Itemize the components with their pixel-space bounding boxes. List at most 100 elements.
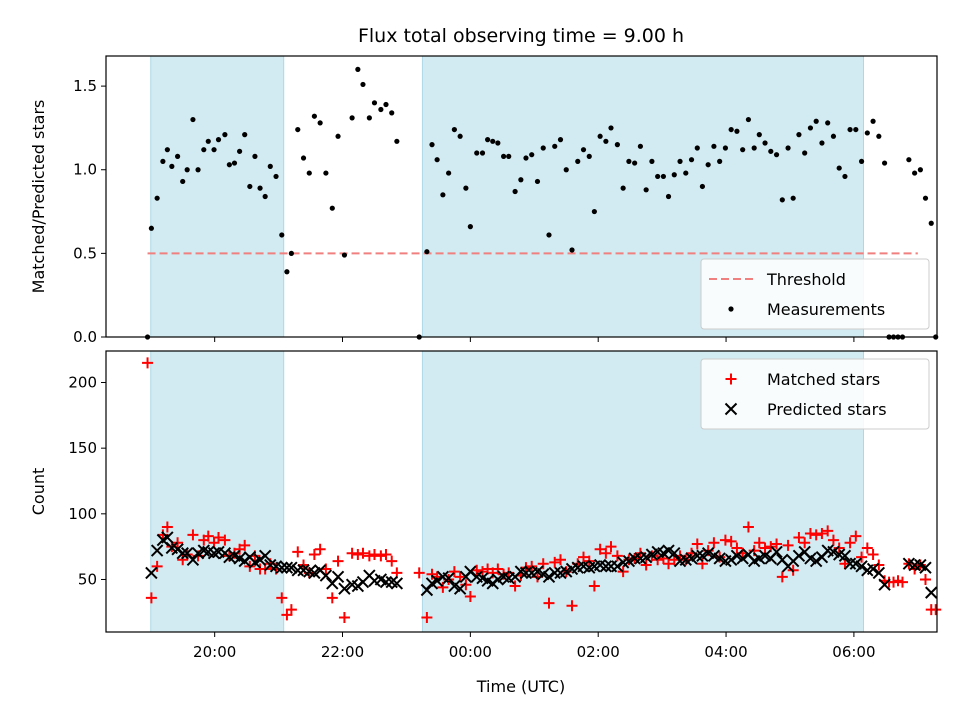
data-point (492, 563, 504, 575)
data-point (756, 132, 762, 138)
data-point (917, 167, 923, 173)
data-point (378, 106, 384, 113)
data-point (292, 546, 304, 558)
data-point (213, 531, 225, 543)
y-tick-label: 1.5 (73, 77, 97, 95)
data-point (856, 551, 868, 563)
data-point (207, 547, 221, 560)
data-point (453, 582, 467, 595)
data-point (142, 357, 154, 369)
axes-frame (105, 350, 938, 633)
data-point (145, 592, 157, 604)
data-point (151, 560, 163, 572)
data-point (691, 549, 704, 563)
data-point (366, 115, 372, 121)
legend-marker-swatch (725, 373, 737, 385)
legend: Matched stars Predicted stars (700, 358, 930, 430)
data-point (922, 195, 929, 201)
data-point (363, 550, 375, 562)
data-point (540, 145, 546, 151)
data-point (807, 125, 814, 131)
data-point (731, 542, 743, 554)
data-point (252, 153, 258, 159)
data-point (338, 612, 350, 624)
data-point (799, 537, 811, 549)
data-point (548, 566, 561, 580)
data-point (329, 205, 335, 211)
data-point (169, 163, 175, 169)
data-point (275, 561, 288, 574)
data-point (495, 140, 501, 146)
data-point (736, 552, 749, 565)
data-point (608, 125, 614, 131)
data-point (663, 558, 675, 570)
data-point (776, 571, 788, 583)
data-point (566, 600, 578, 612)
data-point (804, 528, 816, 540)
data-point (790, 195, 796, 201)
data-point (429, 142, 435, 148)
data-point (464, 591, 476, 603)
legend-marker-swatch (724, 402, 738, 416)
data-point (454, 571, 466, 583)
x-tick-label: 02:00 (577, 643, 620, 661)
data-point (426, 568, 438, 580)
data-point (617, 566, 629, 578)
data-point (355, 66, 361, 72)
data-point (745, 116, 752, 123)
data-point (578, 551, 590, 563)
data-point (753, 537, 765, 549)
legend-label: Measurements (767, 300, 885, 319)
data-point (276, 592, 288, 604)
data-point (575, 158, 581, 164)
data-point (331, 570, 345, 584)
data-point (549, 556, 561, 568)
x-axis-label: Time (UTC) (476, 677, 565, 696)
y-tick-label: 0.0 (73, 328, 97, 346)
data-point (262, 193, 268, 200)
data-point (668, 547, 681, 560)
data-point (197, 544, 211, 557)
data-point (827, 534, 839, 546)
data-point (518, 177, 524, 183)
data-point (734, 128, 740, 134)
data-point (319, 569, 333, 582)
data-point (451, 126, 457, 133)
data-point (279, 232, 285, 238)
data-point (346, 547, 358, 559)
data-point (509, 580, 521, 592)
data-point (867, 549, 879, 561)
data-point (605, 541, 617, 553)
data-point (306, 170, 312, 176)
data-point (526, 560, 538, 572)
data-point (501, 153, 507, 159)
data-point (652, 554, 664, 566)
data-point (231, 160, 238, 166)
data-point (906, 157, 912, 163)
data-point (762, 140, 768, 146)
data-point (699, 183, 706, 190)
data-point (490, 138, 496, 144)
data-point (420, 583, 434, 597)
data-point (771, 538, 783, 550)
data-point (870, 118, 876, 124)
data-point (844, 537, 856, 549)
data-point (430, 574, 444, 587)
data-point (908, 558, 921, 572)
legend: Threshold Measurements (700, 258, 930, 330)
data-point (569, 247, 575, 253)
data-point (479, 150, 486, 156)
data-point (614, 142, 620, 148)
data-point (326, 592, 338, 604)
data-point (628, 552, 641, 565)
data-point (546, 232, 552, 238)
data-point (688, 157, 695, 163)
data-point (202, 530, 214, 542)
data-point (390, 577, 404, 590)
data-point (389, 110, 395, 116)
data-point (683, 170, 689, 176)
data-point (597, 133, 603, 139)
data-point (394, 138, 400, 144)
data-point (792, 549, 806, 563)
data-point (424, 249, 430, 255)
